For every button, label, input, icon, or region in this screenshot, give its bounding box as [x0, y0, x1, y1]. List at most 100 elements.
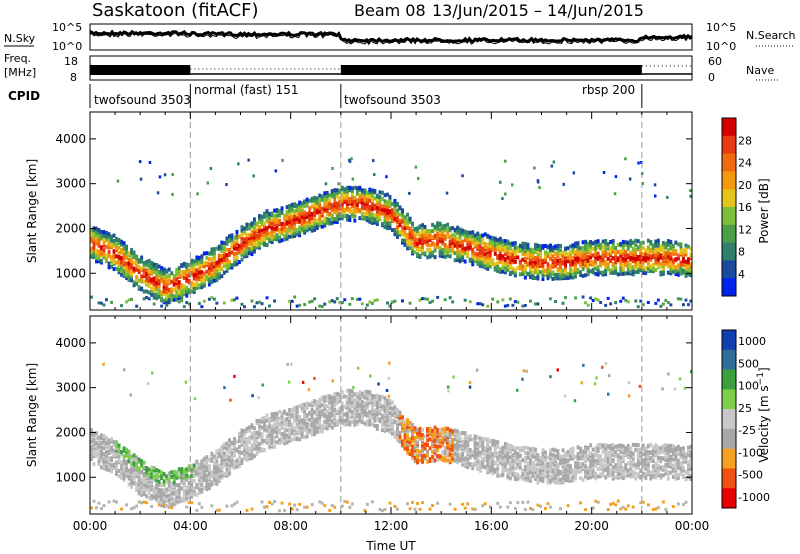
echo-cell	[175, 483, 179, 488]
echo-cell	[401, 424, 404, 429]
echo-cell	[689, 246, 693, 251]
echo-cell	[273, 220, 277, 225]
echo-cell	[135, 263, 139, 268]
echo-cell	[167, 267, 171, 272]
near-range-cell	[265, 296, 269, 300]
echo-cell	[273, 237, 277, 241]
echo-cell	[518, 243, 522, 248]
echo-cell	[496, 244, 500, 249]
echo-cell	[599, 270, 603, 275]
echo-cell	[278, 227, 282, 232]
echo-cell	[649, 247, 653, 252]
echo-cell	[478, 460, 482, 465]
echo-cell	[127, 458, 131, 463]
echo-cell	[167, 273, 171, 278]
echo-cell	[413, 456, 417, 461]
echo-cell	[446, 249, 450, 254]
echo-cell	[235, 246, 239, 251]
echo-cell	[125, 471, 129, 475]
echo-cell	[295, 217, 299, 221]
echo-cell	[177, 489, 181, 494]
echo-cell	[105, 253, 108, 258]
echo-cell	[468, 245, 472, 250]
echo-cell	[644, 248, 648, 253]
echo-cell	[313, 426, 317, 431]
echo-cell	[110, 238, 114, 243]
echo-cell	[436, 239, 440, 244]
echo-cell	[137, 478, 141, 483]
near-range-cell	[235, 500, 239, 504]
near-range-cell	[230, 504, 234, 508]
echo-cell	[210, 451, 214, 456]
echo-cell	[152, 468, 156, 473]
echo-cell	[228, 455, 231, 460]
echo-cell	[345, 217, 349, 222]
near-range-cell	[360, 302, 364, 306]
echo-cell	[225, 467, 229, 472]
echo-cell	[217, 454, 221, 458]
echo-cell	[238, 460, 241, 464]
echo-cell	[195, 470, 199, 475]
echo-cell	[541, 269, 545, 274]
echo-cell	[162, 288, 166, 293]
echo-cell	[265, 211, 269, 216]
echo-cell	[503, 239, 507, 244]
echo-cell	[328, 417, 332, 422]
echo-cell	[192, 285, 196, 290]
echo-cell	[481, 436, 485, 441]
near-range-cell	[393, 504, 397, 508]
echo-cell	[388, 194, 392, 199]
echo-cell	[308, 198, 312, 203]
echo-cell	[115, 444, 119, 449]
echo-cell	[147, 495, 151, 500]
echo-cell	[228, 440, 231, 445]
echo-cell	[546, 262, 550, 267]
echo-cell	[300, 426, 304, 431]
echo-cell	[358, 412, 362, 417]
echo-cell	[496, 261, 500, 265]
echo-cell	[127, 455, 131, 459]
echo-cell	[243, 237, 246, 242]
echo-cell	[293, 217, 297, 222]
echo-cell	[478, 233, 482, 238]
echo-cell	[594, 259, 598, 264]
echo-cell	[185, 485, 189, 490]
echo-cell	[325, 397, 329, 401]
echo-cell	[243, 448, 246, 453]
echo-cell	[493, 444, 497, 449]
echo-cell	[243, 239, 246, 244]
echo-cell	[230, 451, 234, 456]
near-range-cell	[132, 506, 136, 510]
echo-cell	[283, 431, 287, 436]
echo-cell	[368, 217, 372, 222]
echo-cell	[621, 246, 625, 251]
echo-cell	[363, 198, 367, 203]
echo-cell	[248, 241, 251, 246]
echo-cell	[383, 219, 387, 224]
near-range-cell	[97, 501, 101, 505]
echo-cell	[195, 280, 199, 285]
echo-cell	[270, 233, 274, 238]
echo-cell	[100, 230, 103, 234]
echo-cell	[137, 491, 141, 496]
echo-cell	[255, 433, 259, 438]
echo-cell	[446, 231, 450, 235]
echo-cell	[345, 199, 349, 204]
echo-cell	[263, 241, 267, 246]
echo-cell	[596, 264, 600, 269]
echo-cell	[258, 220, 262, 224]
echo-cell	[220, 444, 224, 449]
echo-cell	[679, 260, 683, 265]
echo-cell	[423, 228, 427, 233]
echo-cell	[115, 254, 119, 259]
echo-cell	[426, 453, 430, 458]
echo-cell	[370, 192, 374, 197]
echo-cell	[473, 455, 477, 460]
echo-cell	[541, 244, 545, 249]
echo-cell	[127, 471, 131, 475]
echo-cell	[273, 218, 277, 223]
echo-cell	[411, 425, 415, 430]
echo-cell	[333, 420, 337, 425]
echo-cell	[393, 203, 397, 208]
echo-cell	[298, 206, 302, 211]
